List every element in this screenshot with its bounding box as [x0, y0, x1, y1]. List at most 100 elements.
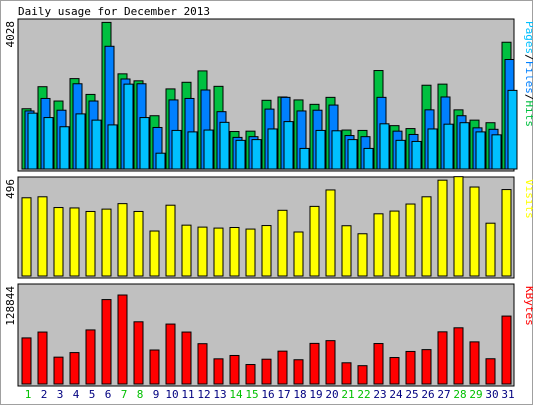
bar-pages-day-9 — [155, 152, 166, 170]
panel-middle-legend: Visits — [523, 179, 533, 219]
bar-visits-day-31 — [501, 189, 512, 277]
bar-kbytes-day-1 — [21, 337, 32, 385]
bar-pages-day-6 — [107, 124, 118, 170]
bar-kbytes-day-20 — [325, 340, 336, 385]
bar-pages-day-22 — [363, 147, 374, 170]
bar-pages-day-15 — [251, 139, 262, 170]
bar-kbytes-day-23 — [373, 343, 384, 385]
x-tick-label-21: 21 — [341, 388, 354, 401]
x-tick-label-16: 16 — [261, 388, 274, 401]
bar-visits-day-9 — [149, 230, 160, 277]
panel-bottom-legend: KBytes — [523, 286, 533, 326]
bar-kbytes-day-27 — [437, 331, 448, 385]
x-tick-label-2: 2 — [41, 388, 48, 401]
bar-visits-day-29 — [469, 186, 480, 277]
x-tick-label-1: 1 — [25, 388, 32, 401]
x-tick-label-31: 31 — [501, 388, 514, 401]
bar-visits-day-11 — [181, 224, 192, 277]
bar-visits-day-18 — [293, 231, 304, 277]
bar-visits-day-1 — [21, 197, 32, 277]
bar-kbytes-day-11 — [181, 331, 192, 385]
bar-pages-day-18 — [299, 147, 310, 170]
legend-hits: Hits — [523, 101, 533, 128]
bar-pages-day-27 — [443, 123, 454, 170]
bar-pages-day-23 — [379, 123, 390, 170]
bar-visits-day-4 — [69, 207, 80, 277]
legend-separator: / — [523, 94, 533, 101]
bar-visits-day-23 — [373, 213, 384, 277]
bar-visits-day-30 — [485, 222, 496, 277]
x-tick-label-13: 13 — [213, 388, 226, 401]
x-tick-label-24: 24 — [389, 388, 403, 401]
bar-kbytes-day-2 — [37, 331, 48, 385]
bar-pages-day-19 — [315, 129, 326, 170]
bar-kbytes-day-31 — [501, 315, 512, 385]
bar-visits-day-14 — [229, 227, 240, 277]
legend-visits: Visits — [523, 179, 533, 219]
bar-kbytes-day-15 — [245, 364, 256, 385]
x-tick-label-6: 6 — [105, 388, 112, 401]
x-tick-label-3: 3 — [57, 388, 64, 401]
bar-visits-day-8 — [133, 210, 144, 277]
bar-kbytes-day-8 — [133, 321, 144, 385]
bar-kbytes-day-26 — [421, 349, 432, 385]
bar-pages-day-10 — [171, 129, 182, 170]
bar-visits-day-19 — [309, 205, 320, 277]
x-tick-label-19: 19 — [309, 388, 322, 401]
bar-pages-day-26 — [427, 128, 438, 170]
bar-kbytes-day-25 — [405, 350, 416, 385]
bar-pages-day-3 — [59, 126, 70, 170]
bar-kbytes-day-13 — [213, 358, 224, 385]
bar-visits-day-24 — [389, 210, 400, 277]
bar-pages-day-17 — [283, 121, 294, 170]
bar-visits-day-16 — [261, 225, 272, 277]
x-tick-label-11: 11 — [181, 388, 194, 401]
bar-pages-day-20 — [331, 130, 342, 170]
x-tick-label-29: 29 — [469, 388, 482, 401]
bar-pages-day-14 — [235, 139, 246, 170]
panel-top-legend: Pages/Files/Hits — [523, 21, 533, 127]
legend-kbytes: KBytes — [523, 286, 533, 326]
bar-kbytes-day-6 — [101, 299, 112, 385]
bar-kbytes-day-9 — [149, 349, 160, 385]
bar-pages-day-24 — [395, 139, 406, 170]
bar-kbytes-day-29 — [469, 341, 480, 385]
x-tick-label-22: 22 — [357, 388, 370, 401]
bar-kbytes-day-14 — [229, 354, 240, 385]
bar-visits-day-28 — [453, 176, 464, 277]
bar-visits-day-3 — [53, 207, 64, 277]
bar-visits-day-22 — [357, 233, 368, 277]
bar-visits-day-5 — [85, 210, 96, 277]
bar-visits-day-2 — [37, 196, 48, 277]
chart-title: Daily usage for December 2013 — [18, 5, 210, 18]
x-tick-label-30: 30 — [485, 388, 498, 401]
x-tick-label-5: 5 — [89, 388, 96, 401]
bar-kbytes-day-19 — [309, 342, 320, 385]
x-tick-label-20: 20 — [325, 388, 338, 401]
bar-kbytes-day-3 — [53, 356, 64, 385]
x-tick-label-17: 17 — [277, 388, 290, 401]
bar-visits-day-13 — [213, 227, 224, 277]
bar-visits-day-20 — [325, 189, 336, 277]
bar-pages-day-25 — [411, 140, 422, 170]
bar-kbytes-day-17 — [277, 350, 288, 385]
bar-pages-day-29 — [475, 131, 486, 170]
bar-kbytes-day-7 — [117, 294, 128, 385]
x-tick-label-10: 10 — [165, 388, 178, 401]
x-tick-label-15: 15 — [245, 388, 258, 401]
bar-visits-day-15 — [245, 228, 256, 277]
legend-pages: Pages — [523, 21, 533, 54]
bar-pages-day-12 — [203, 129, 214, 170]
x-tick-label-12: 12 — [197, 388, 210, 401]
bar-pages-day-7 — [123, 83, 134, 170]
legend-files: Files — [523, 61, 533, 94]
x-tick-label-26: 26 — [421, 388, 434, 401]
bar-visits-day-26 — [421, 196, 432, 277]
bar-pages-day-30 — [491, 134, 502, 170]
bar-visits-day-17 — [277, 209, 288, 277]
bar-kbytes-day-21 — [341, 362, 352, 385]
x-tick-label-4: 4 — [73, 388, 80, 401]
bar-visits-day-10 — [165, 204, 176, 277]
bar-kbytes-day-28 — [453, 327, 464, 385]
